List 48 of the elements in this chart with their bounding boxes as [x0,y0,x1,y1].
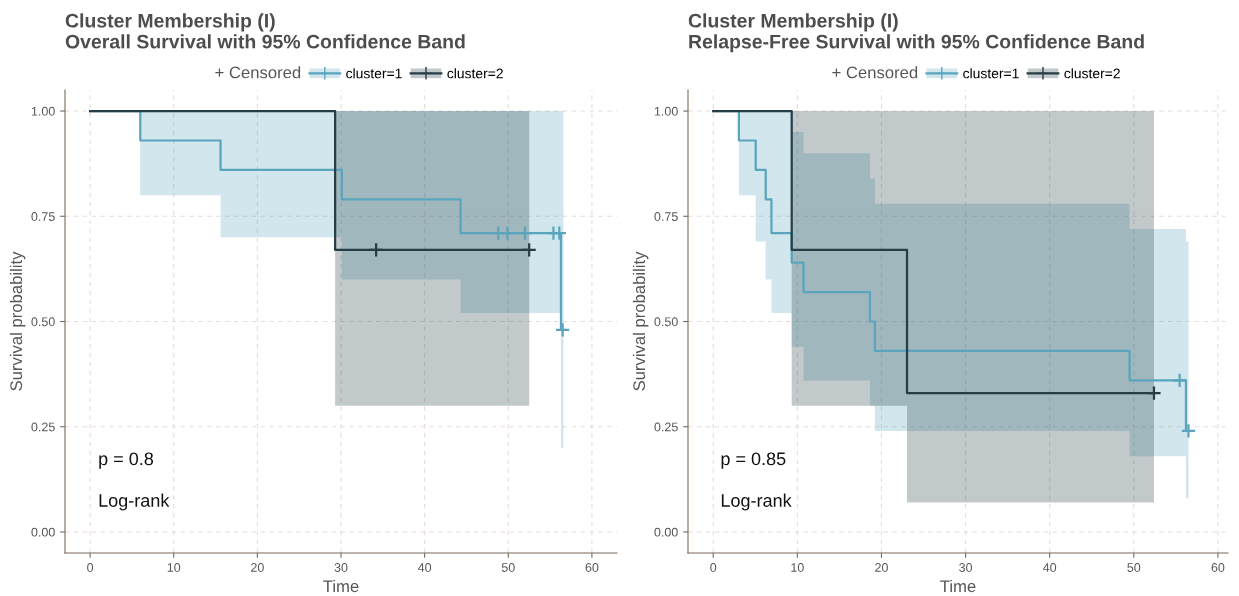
y-tick-label: 0.75 [654,212,678,221]
x-tick-label: 50 [501,563,515,572]
legend-title: + Censored [215,66,301,79]
legend-label: cluster=2 [447,68,503,79]
x-tick-label: 30 [334,563,348,572]
x-tick-label: 30 [959,563,973,572]
chart-title: Cluster Membership (I) Relapse-Free Survival with 95% Confidence Band [688,13,1144,53]
y-tick-label: 1.00 [31,106,55,116]
y-tick-label: 0.50 [31,317,55,327]
annotation: p = 0.8 [99,452,154,469]
x-axis-title: Time [940,579,976,593]
legend-label: cluster=2 [1064,68,1120,79]
y-tick-label: 0.25 [31,422,55,432]
annotation: Log-rank [721,493,792,511]
y-axis-title: Survival probability [9,251,26,391]
x-tick-label: 40 [1043,563,1057,572]
legend-label: cluster=1 [346,68,402,79]
legend-title: + Censored [832,66,918,79]
annotation: Log-rank [99,493,170,511]
legend-label: cluster=1 [963,68,1019,79]
x-tick-label: 60 [1211,563,1225,572]
x-tick-label: 10 [167,563,181,572]
x-tick-label: 20 [875,563,888,572]
y-tick-label: 0.25 [654,422,678,432]
y-tick-label: 0.50 [654,317,678,327]
point [1180,423,1197,439]
annotation: p = 0.85 [721,452,786,469]
y-tick-label: 0.00 [654,527,678,537]
x-tick-label: 0 [87,563,94,572]
point [521,242,537,258]
x-tick-label: 40 [417,563,432,572]
y-tick-label: 1.00 [654,106,678,116]
y-axis-title: Survival probability [632,251,649,391]
point [499,225,516,241]
chart-title: Cluster Membership (I) Overall Survival with 95% Confidence Band [65,13,465,49]
x-tick-label: 10 [791,563,804,572]
x-tick-label: 0 [710,563,717,572]
point [554,322,571,338]
x-tick-label: 50 [1127,563,1141,572]
point [1171,372,1188,389]
x-tick-label: 20 [251,563,264,572]
x-tick-label: 60 [585,563,599,572]
point [1146,385,1162,401]
point [517,225,533,241]
y-tick-label: 0.00 [31,527,55,537]
point [368,242,384,258]
x-axis-title: Time [323,579,359,593]
y-tick-label: 0.75 [31,212,55,221]
